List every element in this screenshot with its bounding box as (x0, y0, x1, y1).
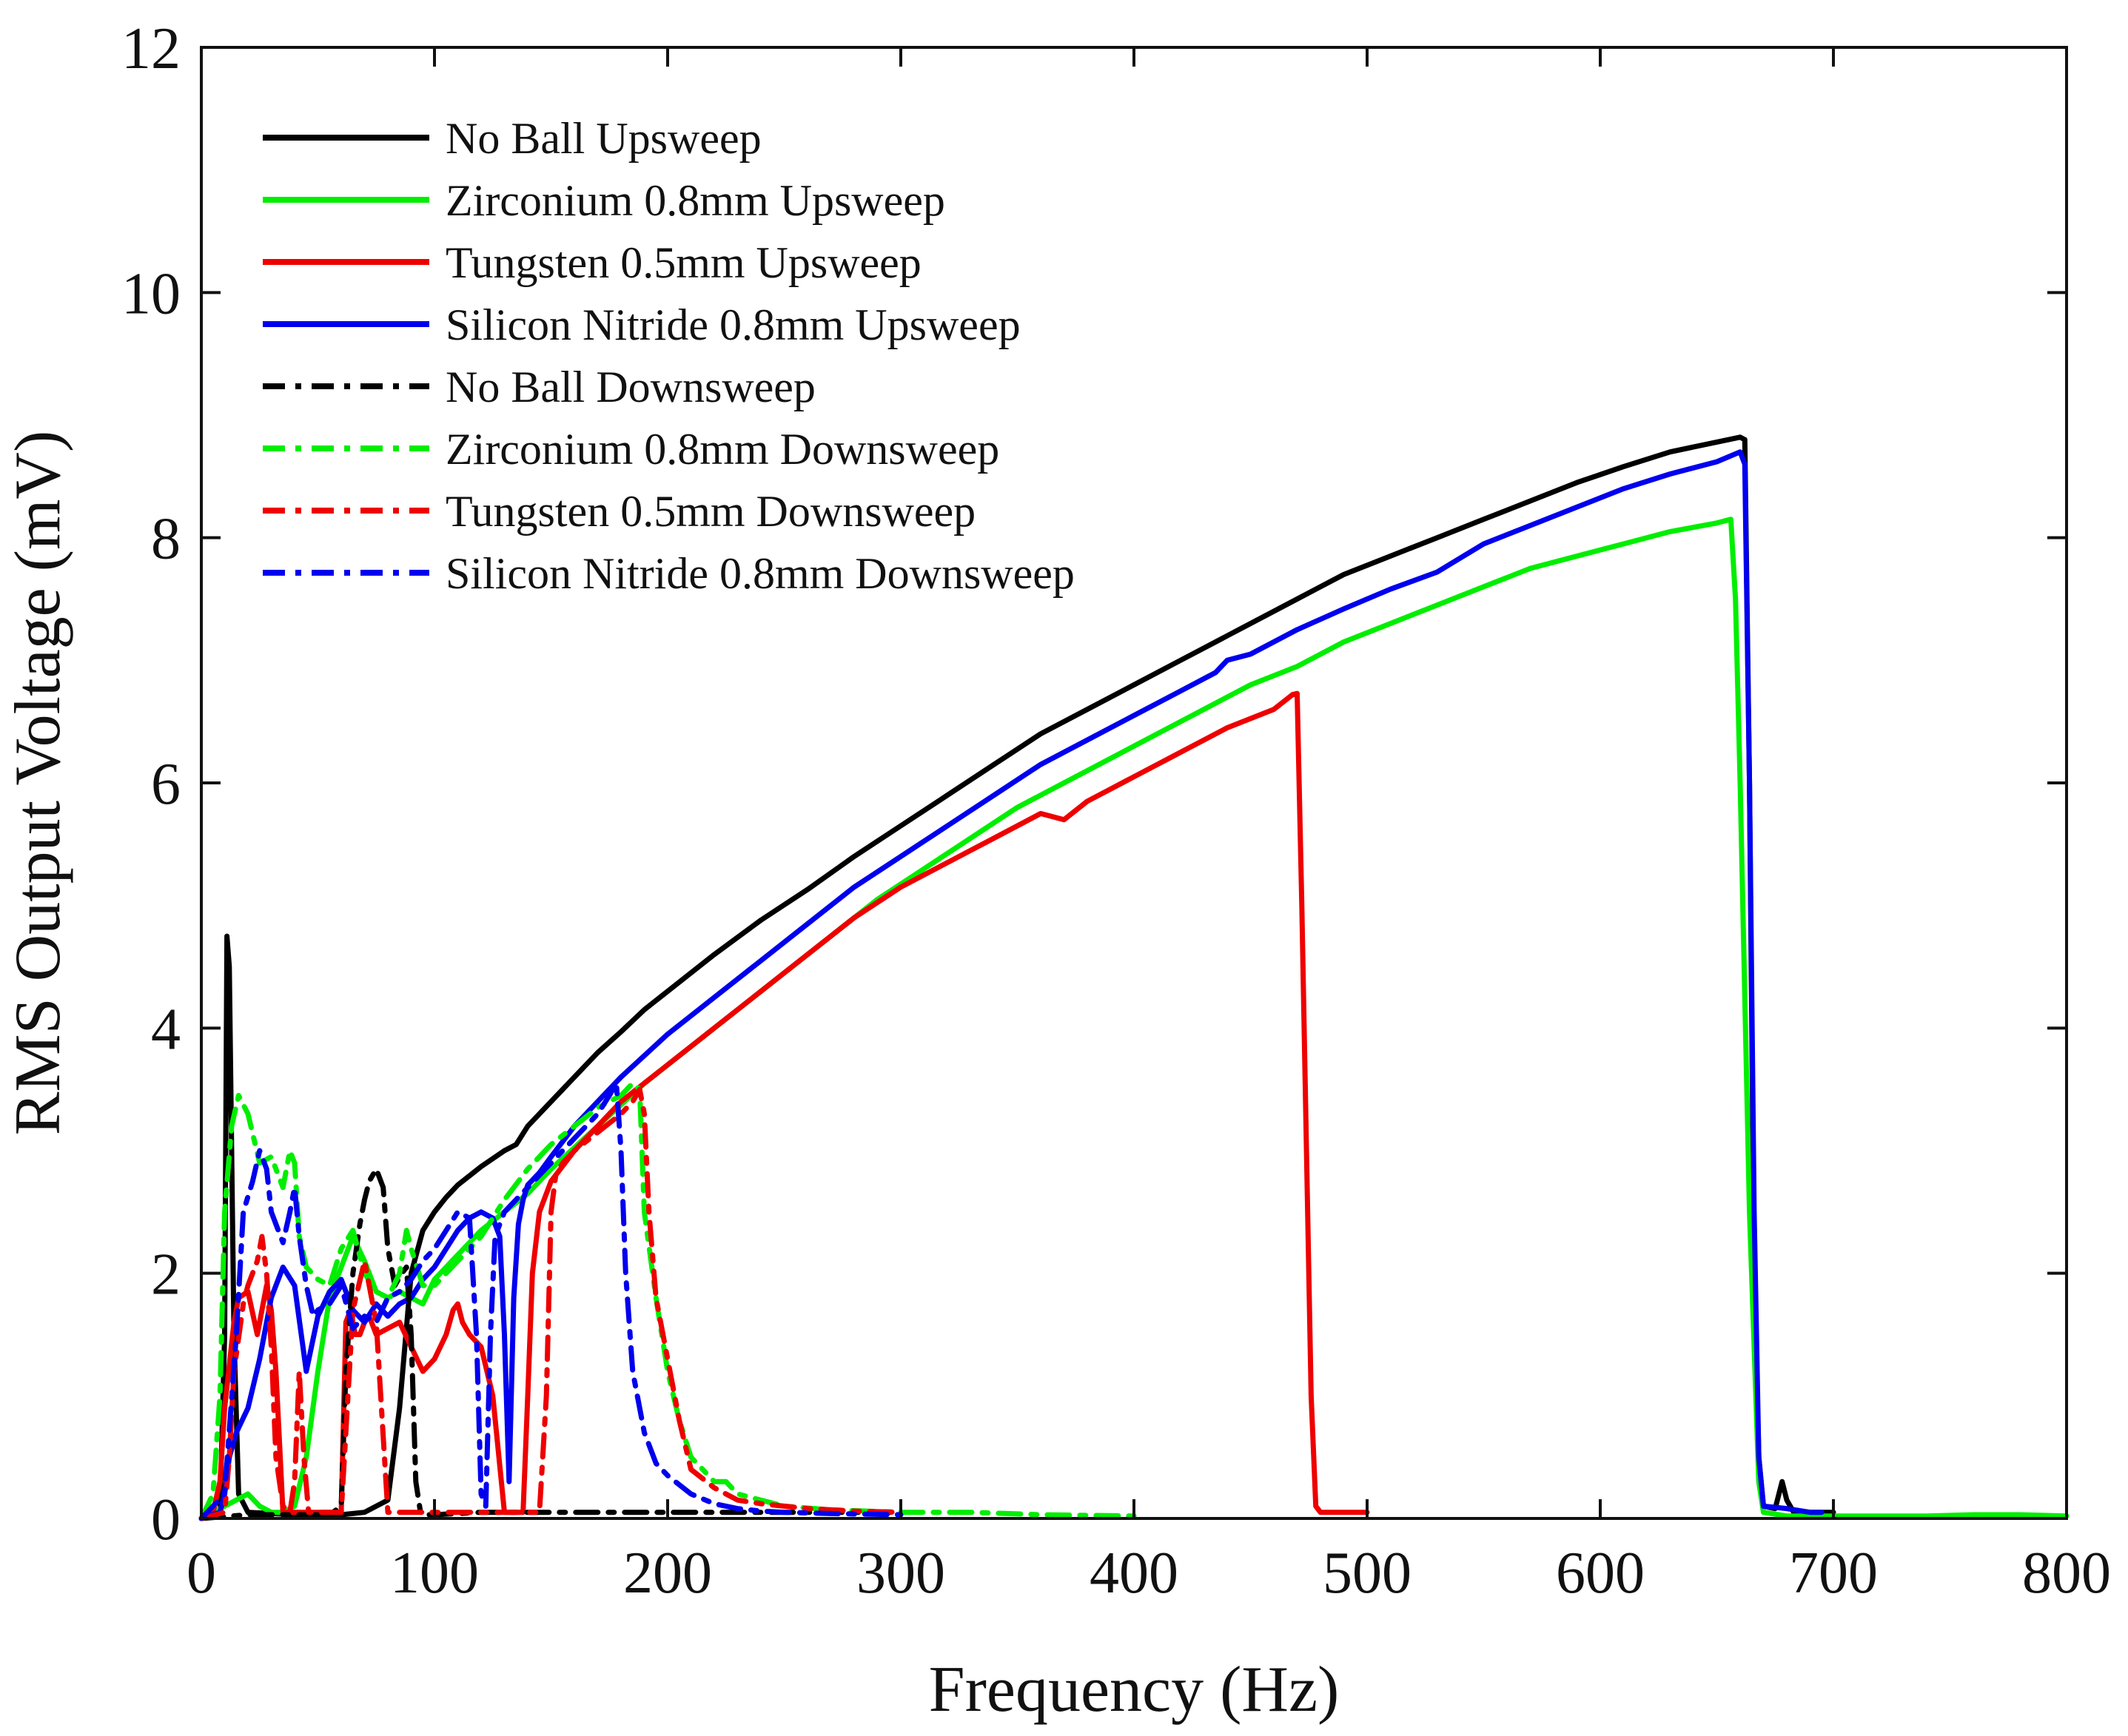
x-tick-label: 100 (390, 1541, 479, 1606)
legend-label: Silicon Nitride 0.8mm Upsweep (446, 300, 1021, 349)
x-tick-label: 500 (1323, 1541, 1412, 1606)
x-tick-label: 700 (1789, 1541, 1878, 1606)
tick-layer: 0 100 200 300 400 500 600 700 800 0 2 4 6 8 10 12 (121, 16, 2111, 1606)
legend-label: Zirconium 0.8mm Upsweep (446, 176, 945, 225)
legend-label: Tungsten 0.5mm Upsweep (446, 238, 922, 287)
legend-label: Silicon Nitride 0.8mm Downsweep (446, 549, 1075, 598)
y-tick-label: 10 (121, 261, 181, 326)
series-line-5 (198, 1080, 1137, 1521)
x-tick-label: 200 (623, 1541, 712, 1606)
x-tick-label: 0 (187, 1541, 216, 1606)
y-tick-label: 6 (151, 752, 181, 817)
y-tick-label: 12 (121, 16, 181, 81)
y-tick-label: 0 (151, 1487, 181, 1552)
legend: No Ball Upsweep Zirconium 0.8mm Upsweep Tu… (263, 114, 1075, 598)
x-axis-label: Frequency (Hz) (929, 1654, 1340, 1726)
x-tick-label: 800 (2022, 1541, 2111, 1606)
legend-label: No Ball Downsweep (446, 363, 816, 411)
y-tick-label: 2 (151, 1242, 181, 1308)
y-axis-label: RMS Output Voltage (mV) (2, 431, 74, 1136)
y-tick-label: 8 (151, 507, 181, 572)
legend-label: Zirconium 0.8mm Downsweep (446, 425, 999, 474)
series-line-1 (198, 517, 2070, 1521)
series-layer (198, 434, 2070, 1521)
series-line-7 (198, 1080, 904, 1521)
legend-label: No Ball Upsweep (446, 114, 762, 163)
x-tick-label: 400 (1090, 1541, 1178, 1606)
x-tick-label: 300 (856, 1541, 945, 1606)
series-line-6 (198, 1086, 904, 1521)
legend-label: Tungsten 0.5mm Downsweep (446, 487, 976, 536)
y-tick-label: 4 (151, 997, 181, 1062)
x-tick-label: 600 (1556, 1541, 1645, 1606)
